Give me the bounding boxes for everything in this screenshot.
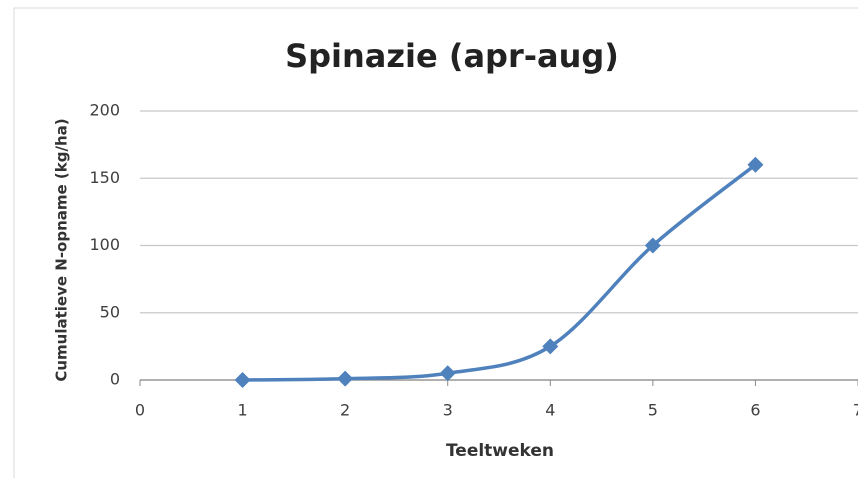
- y-tick-label: 100: [89, 235, 120, 254]
- x-tick-label: 3: [443, 401, 453, 420]
- marker: [542, 338, 559, 355]
- x-tick-label: 5: [648, 401, 658, 420]
- marker: [747, 156, 764, 173]
- marker: [234, 372, 251, 388]
- y-tick-label: 200: [89, 101, 120, 120]
- x-tick-label: 0: [135, 401, 145, 420]
- y-tick-label: 150: [89, 168, 120, 187]
- chart-frame: [13, 7, 858, 478]
- y-tick-label: 50: [100, 302, 120, 321]
- y-tick-label: 0: [110, 370, 120, 389]
- marker: [644, 237, 661, 254]
- x-tick-label: 7: [853, 401, 858, 420]
- chart-title: Spinazie (apr-aug): [285, 37, 619, 75]
- y-axis-label: Cumulatieve N-opname (kg/ha): [53, 118, 71, 381]
- x-tick-label: 2: [340, 401, 350, 420]
- marker: [439, 365, 456, 382]
- x-axis-label: Teeltweken: [446, 441, 554, 461]
- x-tick-label: 1: [237, 401, 247, 420]
- x-tick-label: 4: [545, 401, 555, 420]
- marker: [337, 370, 354, 387]
- x-tick-label: 6: [750, 401, 760, 420]
